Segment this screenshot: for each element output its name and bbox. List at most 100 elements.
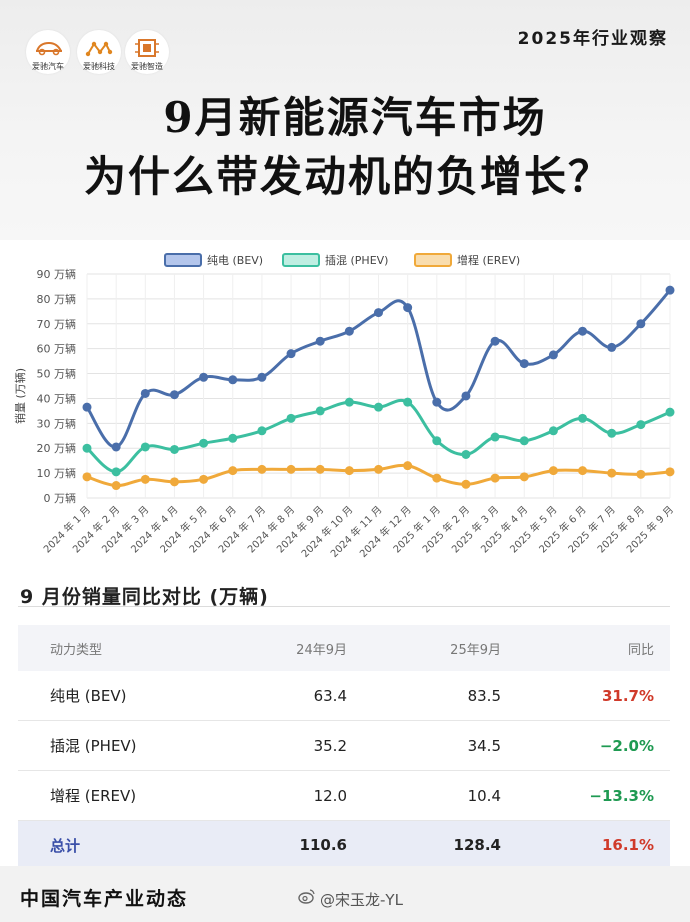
data-point [111,467,121,477]
watermark: @宋玉龙-YL [320,891,403,909]
data-point [461,479,471,489]
data-point [665,467,675,477]
data-point [82,472,92,482]
data-point [82,402,92,412]
cell-2024: 63.4 [313,686,347,705]
cell-2025: 128.4 [453,836,501,854]
logo-label: 爱驰科技 [83,62,115,71]
data-point [636,420,646,430]
table-row-phev: 插混 (PHEV) 35.2 34.5 −2.0% [18,721,670,771]
data-point [578,466,588,476]
data-point [578,413,588,423]
data-point [169,390,179,400]
cell-type: 总计 [50,836,81,855]
data-point [374,402,383,412]
data-point [490,336,500,346]
data-point [169,477,179,487]
data-point [315,406,325,416]
data-point [548,350,558,360]
data-point [578,326,588,336]
data-point [490,473,500,483]
y-tick-label: 10 万辆 [37,466,77,480]
comparison-table: 动力类型 24年9月 25年9月 同比 纯电 (BEV) 63.4 83.5 3… [18,625,670,869]
data-point [548,426,558,436]
header-2024: 24年9月 [296,642,347,658]
cell-type: 增程 (EREV) [50,787,137,805]
data-point [257,426,267,436]
data-point [199,438,209,448]
data-point [111,442,121,452]
data-point [344,466,354,476]
data-point [432,436,442,446]
data-point [286,349,296,359]
cell-2025: 10.4 [467,786,501,805]
year-tag: 2025年行业观察 [517,29,668,49]
cell-2024: 12.0 [313,786,347,805]
header-yoy: 同比 [627,642,654,658]
data-point [403,397,413,407]
data-point [432,397,442,407]
page-title-line2: 为什么带发动机的负增长？ [83,152,612,201]
legend-label: 增程 (EREV) [457,253,520,267]
data-point [169,444,179,454]
data-point [199,372,209,382]
divider [18,606,670,607]
header-2025: 25年9月 [450,642,501,658]
y-tick-label: 0 万辆 [44,491,77,505]
data-point [432,473,442,483]
table-row-bev: 纯电 (BEV) 63.4 83.5 31.7% [18,671,670,721]
molecule-icon [85,41,113,57]
data-point [228,466,238,476]
chart-svg: 0 万辆 10 万辆 20 万辆 30 万辆 40 万辆 50 万辆 60 万辆 70 万辆 8… [13,253,676,560]
y-tick-label: 50 万辆 [37,367,77,381]
data-point [257,372,267,382]
data-point [82,443,92,453]
cell-yoy: −13.3% [589,786,654,805]
logo-label: 爱驰汽车 [32,62,64,71]
data-point [111,481,121,491]
data-point [140,388,150,398]
data-point [315,464,325,474]
data-point [228,433,238,443]
page-title-line1: 9月新能源汽车市场 [163,93,547,142]
data-point [140,442,150,452]
data-point [665,285,675,295]
table-header-row: 动力类型 24年9月 25年9月 同比 [18,625,670,671]
y-tick-label: 90 万辆 [37,267,77,281]
cell-yoy: 16.1% [601,836,654,854]
y-tick-label: 20 万辆 [37,441,77,455]
y-axis-label: 销量 (万辆) [13,368,27,424]
cell-2025: 83.5 [467,686,501,705]
legend-swatch [282,253,320,267]
legend-swatch [414,253,452,267]
data-point [315,336,325,346]
cell-2024: 35.2 [313,736,347,755]
table-row-erev: 增程 (EREV) 12.0 10.4 −13.3% [18,771,670,821]
data-point [344,326,354,336]
y-tick-label: 40 万辆 [37,391,77,405]
data-point [607,342,617,352]
logo-aichi-auto: 爱驰汽车 [22,30,74,76]
data-point [636,319,646,329]
logo-aichi-manufacture: 爱驰智造 [121,30,173,76]
footer-brand: 中国汽车产业动态 [20,888,189,910]
data-point [607,468,617,478]
data-point [519,436,529,446]
y-tick-label: 70 万辆 [37,317,77,331]
car-icon [36,41,62,56]
chip-icon [135,39,159,57]
data-point [403,303,413,313]
logo-label: 爱驰智造 [131,62,163,71]
legend-label: 插混 (PHEV) [325,253,388,267]
line-chart: 0 万辆 10 万辆 20 万辆 30 万辆 40 万辆 50 万辆 60 万辆 70 万辆 8… [0,240,690,570]
data-point [490,432,500,442]
legend-swatch [164,253,202,267]
table-title: 9 月份销量同比对比 (万辆) [20,586,269,608]
data-point [374,464,383,474]
data-point [636,469,646,479]
data-point [665,407,675,417]
data-point [374,308,383,318]
data-point [344,397,354,407]
cell-type: 插混 (PHEV) [50,737,137,755]
